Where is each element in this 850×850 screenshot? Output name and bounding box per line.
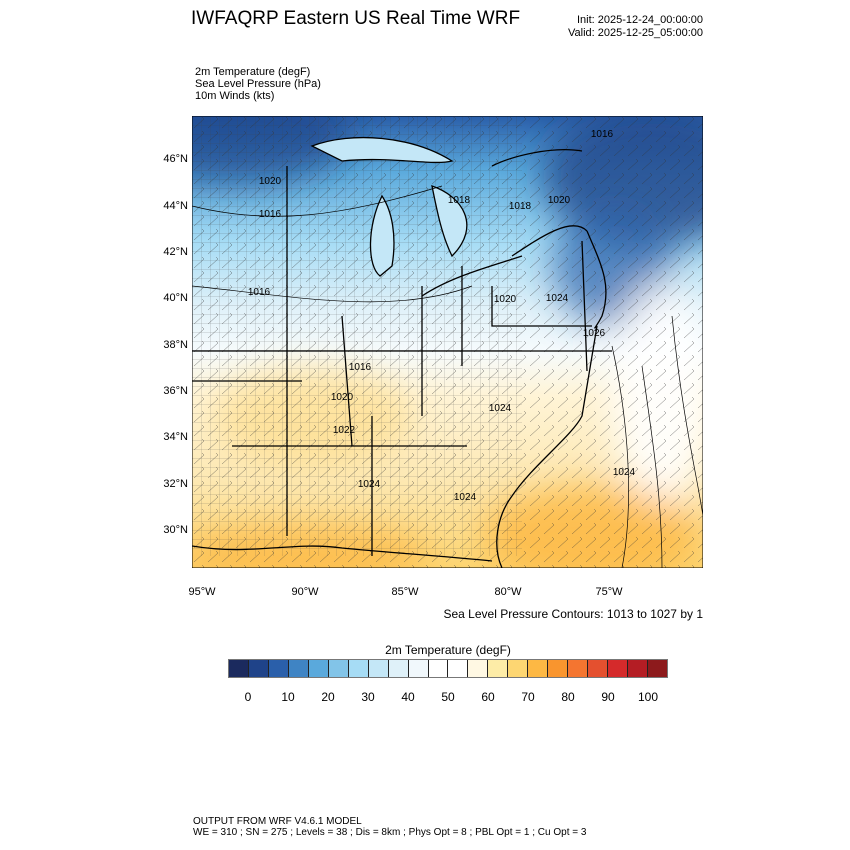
colorbar-label: 20: [321, 690, 335, 704]
colorbar-swatch: [388, 660, 409, 677]
lat-label: 38°N: [163, 339, 188, 351]
colorbar-swatch: [288, 660, 309, 677]
colorbar-title: 2m Temperature (degF): [385, 643, 511, 657]
contour-label: 1016: [349, 362, 372, 373]
colorbar-swatch: [488, 660, 509, 677]
colorbar: [228, 659, 668, 678]
plot-title: IWFAQRP Eastern US Real Time WRF: [191, 8, 521, 29]
lat-label: 46°N: [163, 153, 188, 165]
colorbar-swatch: [328, 660, 349, 677]
lat-label: 30°N: [163, 524, 188, 536]
lon-label: 80°W: [494, 586, 522, 598]
lat-label: 34°N: [163, 431, 188, 443]
colorbar-label: 50: [441, 690, 455, 704]
contour-label: 1020: [548, 195, 571, 206]
colorbar-swatch: [448, 660, 469, 677]
colorbar-swatch: [268, 660, 289, 677]
lon-label: 95°W: [188, 586, 216, 598]
contour-label: 1020: [494, 294, 517, 305]
contour-label: 1024: [613, 467, 636, 478]
lon-label: 85°W: [391, 586, 419, 598]
colorbar-swatch: [608, 660, 629, 677]
valid-time: Valid: 2025-12-25_05:00:00: [568, 27, 703, 39]
contour-label: 1018: [448, 195, 471, 206]
colorbar-label: 70: [521, 690, 535, 704]
lon-label: 90°W: [291, 586, 319, 598]
colorbar-swatch: [508, 660, 529, 677]
model-info: OUTPUT FROM WRF V4.6.1 MODEL WE = 310 ; …: [193, 816, 586, 838]
colorbar-swatch: [568, 660, 589, 677]
contour-label: 1016: [591, 129, 614, 140]
lat-label: 36°N: [163, 385, 188, 397]
pressure-contours: [192, 185, 703, 568]
contour-label: 1022: [333, 425, 356, 436]
colorbar-label: 0: [244, 690, 252, 704]
lat-label: 32°N: [163, 478, 188, 490]
colorbar-label: 80: [561, 690, 575, 704]
colorbar-label: 30: [361, 690, 375, 704]
run-times: Init: 2025-12-24_00:00:00 Valid: 2025-12…: [520, 14, 703, 40]
colorbar-label: 10: [281, 690, 295, 704]
colorbar-swatch: [348, 660, 369, 677]
colorbar-swatch: [248, 660, 269, 677]
contour-label: 1024: [546, 293, 569, 304]
lat-label: 40°N: [163, 292, 188, 304]
colorbar-swatch: [528, 660, 549, 677]
model-version: OUTPUT FROM WRF V4.6.1 MODEL: [193, 816, 362, 827]
colorbar-swatch: [308, 660, 329, 677]
colorbar-swatch: [408, 660, 429, 677]
contour-label: 1016: [248, 287, 271, 298]
model-config: WE = 310 ; SN = 275 ; Levels = 38 ; Dis …: [193, 827, 587, 838]
contour-label: 1018: [509, 201, 532, 212]
colorbar-swatch: [628, 660, 649, 677]
lat-label: 42°N: [163, 246, 188, 258]
colorbar-label: 40: [401, 690, 415, 704]
lat-label: 44°N: [163, 200, 188, 212]
colorbar-swatch: [588, 660, 609, 677]
field-temperature: 2m Temperature (degF): [195, 66, 311, 78]
contour-label: 1024: [358, 479, 381, 490]
colorbar-swatch: [229, 660, 249, 677]
colorbar-label: 60: [481, 690, 495, 704]
contour-label: 1024: [454, 492, 477, 503]
contour-label: 1020: [259, 176, 282, 187]
field-pressure: Sea Level Pressure (hPa): [195, 78, 321, 90]
contour-label: 1020: [331, 392, 354, 403]
lon-label: 75°W: [595, 586, 623, 598]
contour-label: 1026: [583, 328, 606, 339]
contour-label: 1016: [259, 209, 282, 220]
contour-info: Sea Level Pressure Contours: 1013 to 102…: [443, 607, 704, 621]
coastlines-and-borders: [192, 136, 612, 568]
colorbar-swatch: [468, 660, 489, 677]
init-time: Init: 2025-12-24_00:00:00: [577, 14, 703, 26]
field-winds: 10m Winds (kts): [195, 90, 275, 102]
colorbar-swatch: [548, 660, 569, 677]
colorbar-swatch: [368, 660, 389, 677]
colorbar-label: 100: [637, 690, 659, 704]
contour-label: 1024: [489, 403, 512, 414]
colorbar-swatch: [648, 660, 667, 677]
colorbar-swatch: [428, 660, 449, 677]
colorbar-label: 90: [601, 690, 615, 704]
weather-map: 1016 1020 1016 1018 1018 1020 1016 1020 1024 1026…: [192, 116, 703, 568]
